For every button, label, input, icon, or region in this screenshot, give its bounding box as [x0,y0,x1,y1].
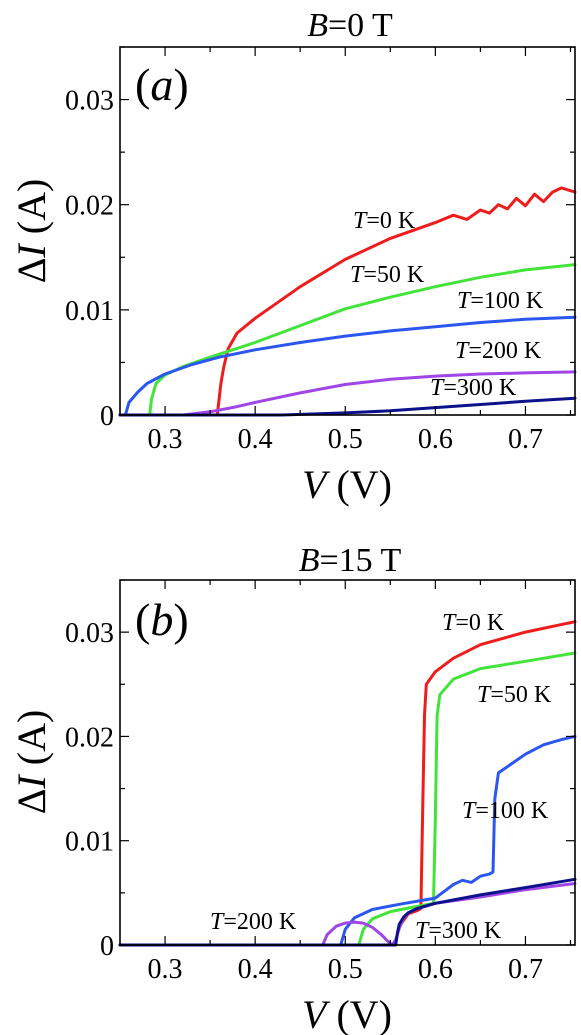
panel-label: (b) [135,594,189,645]
series-line-t-50-k [118,263,577,417]
series-label-t300: T=300 K [430,375,517,401]
x-tick-label: 0.3 [148,954,183,985]
series-label-t100: T=100 K [462,798,549,824]
y-tick-label: 0.02 [65,191,114,222]
series-label-t0: T=0 K [353,208,416,234]
ticks-group: 0.3 0.4 0.5 0.6 0.7 0 0.01 0.02 0.03 [65,579,575,985]
series-label-t200: T=200 K [210,909,297,935]
y-tick-label: 0.03 [65,86,114,117]
series-label-t300: T=300 K [415,918,502,944]
x-tick-label: 0.5 [328,424,363,455]
x-tick-label: 0.4 [238,954,273,985]
x-tick-label: 0.7 [508,424,543,455]
y-tick-label: 0.02 [65,722,114,753]
x-axis-title: V (V) [302,992,392,1035]
panel-b: B=15 T 0.3 0.4 0.5 0.6 0.700.010.020.03 (b) … [9,542,577,1035]
series-line-t-300-k [118,877,577,947]
plot-frame [119,579,576,946]
series-group [118,620,577,947]
series-line-t-0-k [118,186,577,417]
plot-frame [119,46,576,416]
x-tick-label: 0.6 [418,424,453,455]
y-axis-title: ΔI(A) [9,710,54,815]
series-line-t-200-k [118,882,577,947]
series-label-t50: T=50 K [350,262,425,288]
ticks-group: 0.3 0.4 0.5 0.6 0.7 0 0.01 0.02 0.03 [65,46,575,455]
series-label-t200: T=200 K [455,338,542,364]
x-tick-label: 0.4 [238,424,273,455]
x-tick-label: 0.7 [508,954,543,985]
series-label-t50: T=50 K [477,682,552,708]
series-line-t-50-k [118,651,577,947]
panel-a: B=0 T 0.3 0.4 0.5 0.6 0.7 0 0.01 0.02 0.03 (a) V… [9,7,577,507]
y-tick-label: 0 [100,401,114,432]
panel-title: B=0 T [307,7,393,44]
y-axis-title: ΔI(A) [9,179,54,284]
y-tick-label: 0.01 [65,827,114,858]
series-label-t100: T=100 K [457,288,544,314]
x-tick-label: 0.6 [418,954,453,985]
series-label-t0: T=0 K [442,610,505,636]
series-line-t-100-k [118,315,577,417]
y-tick-label: 0.01 [65,296,114,327]
x-tick-label: 0.3 [148,424,183,455]
x-tick-label: 0.5 [328,954,363,985]
series-line-t-100-k [118,734,577,947]
x-axis-title: V (V) [302,462,392,507]
panel-title: B=15 T [299,542,402,579]
y-tick-label: 0.03 [65,618,114,649]
series-line-t-200-k [118,370,577,417]
series-line-t-0-k [118,620,577,947]
y-tick-label: 0 [100,931,114,962]
panel-label: (a) [135,59,189,110]
